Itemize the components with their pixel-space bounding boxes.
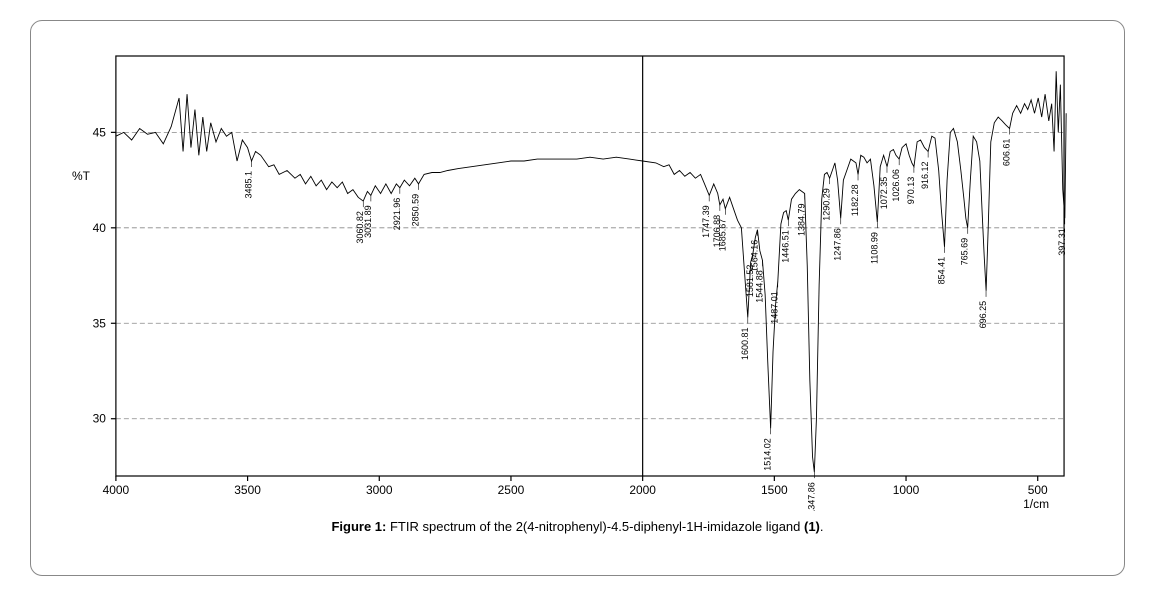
- svg-text:3485.1: 3485.1: [244, 171, 254, 199]
- caption-text: FTIR spectrum of the 2(4-nitrophenyl)-4.…: [386, 519, 804, 534]
- svg-text:1487.01: 1487.01: [770, 291, 780, 324]
- svg-text:2500: 2500: [498, 483, 525, 497]
- svg-text:2921.96: 2921.96: [392, 198, 402, 231]
- svg-text:1182.28: 1182.28: [850, 184, 860, 216]
- svg-text:1384.79: 1384.79: [797, 203, 807, 236]
- svg-text:696.25: 696.25: [978, 301, 988, 329]
- svg-text:1108.99: 1108.99: [869, 232, 879, 264]
- svg-text:1544.88: 1544.88: [755, 270, 765, 303]
- ftir-chart: 4000 3500 3000 2500 2000 1500 1000 500 30 35 40 45%…: [61, 41, 1094, 511]
- svg-text:30: 30: [93, 412, 107, 426]
- svg-text:854.41: 854.41: [936, 257, 946, 285]
- svg-text:40: 40: [93, 221, 107, 235]
- svg-text:1347.86: 1347.86: [806, 482, 816, 511]
- svg-text:1564.16: 1564.16: [749, 240, 759, 273]
- svg-text:1446.51: 1446.51: [780, 230, 790, 263]
- svg-text:2850.59: 2850.59: [411, 194, 421, 227]
- svg-text:3500: 3500: [234, 483, 261, 497]
- svg-text:765.69: 765.69: [960, 238, 970, 266]
- svg-text:1/cm: 1/cm: [1023, 497, 1049, 511]
- svg-text:1026.06: 1026.06: [891, 169, 901, 202]
- svg-text:3000: 3000: [366, 483, 393, 497]
- svg-text:3031.89: 3031.89: [363, 205, 373, 238]
- svg-text:970.13: 970.13: [906, 177, 916, 205]
- svg-text:4000: 4000: [103, 483, 130, 497]
- svg-text:%T: %T: [72, 169, 91, 183]
- svg-text:1514.02: 1514.02: [763, 438, 773, 471]
- figure-frame: 4000 3500 3000 2500 2000 1500 1000 500 30 35 40 45%…: [30, 20, 1125, 576]
- svg-text:1600.81: 1600.81: [740, 328, 750, 361]
- caption-end: .: [820, 519, 824, 534]
- svg-text:1247.86: 1247.86: [833, 228, 843, 261]
- svg-text:500: 500: [1028, 483, 1048, 497]
- svg-text:1000: 1000: [893, 483, 920, 497]
- caption-suffix: (1): [804, 519, 820, 534]
- svg-text:606.61: 606.61: [1002, 139, 1012, 167]
- svg-text:1747.39: 1747.39: [701, 205, 711, 238]
- svg-text:1500: 1500: [761, 483, 788, 497]
- svg-text:1685.67: 1685.67: [717, 219, 727, 252]
- svg-text:2000: 2000: [629, 483, 656, 497]
- svg-text:916.12: 916.12: [920, 161, 930, 189]
- caption-prefix: Figure 1:: [331, 519, 386, 534]
- svg-text:397.31: 397.31: [1057, 228, 1067, 256]
- svg-text:1072.35: 1072.35: [879, 177, 889, 210]
- svg-text:1290.29: 1290.29: [822, 188, 832, 221]
- svg-text:35: 35: [93, 316, 107, 330]
- svg-text:45: 45: [93, 125, 107, 139]
- figure-caption: Figure 1: FTIR spectrum of the 2(4-nitro…: [61, 519, 1094, 534]
